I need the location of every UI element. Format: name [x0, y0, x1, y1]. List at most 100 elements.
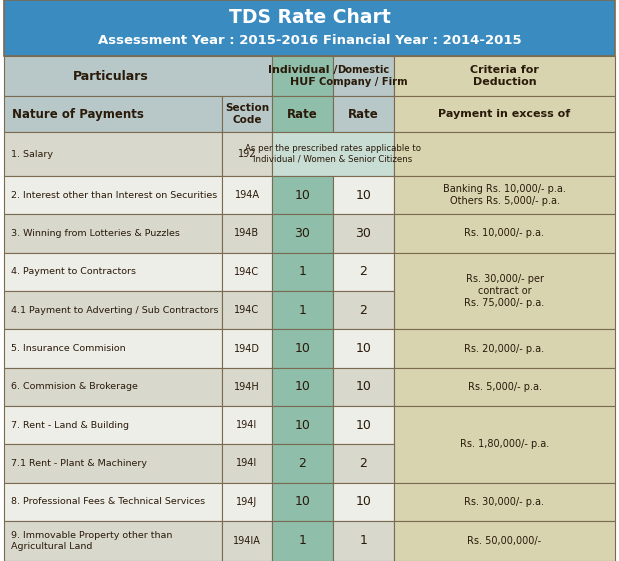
Bar: [333, 214, 394, 252]
Text: Rs. 30,000/- p.a.: Rs. 30,000/- p.a.: [464, 497, 545, 507]
Text: Individual /
HUF: Individual / HUF: [268, 65, 337, 87]
Text: 10: 10: [295, 419, 311, 431]
Text: 10: 10: [295, 495, 311, 508]
Bar: [4, 521, 222, 561]
Text: 4. Payment to Contractors: 4. Payment to Contractors: [11, 268, 136, 277]
Text: 2: 2: [360, 265, 368, 278]
Bar: [333, 367, 394, 406]
Bar: [272, 56, 333, 96]
Text: 10: 10: [355, 342, 371, 355]
Text: Rs. 5,000/- p.a.: Rs. 5,000/- p.a.: [467, 382, 542, 392]
Bar: [222, 132, 272, 176]
Bar: [272, 444, 333, 482]
Text: Nature of Payments: Nature of Payments: [12, 108, 144, 121]
Text: 6. Commision & Brokerage: 6. Commision & Brokerage: [11, 383, 138, 392]
Bar: [4, 329, 222, 367]
Text: 30: 30: [355, 227, 371, 240]
Text: Criteria for
Deduction: Criteria for Deduction: [470, 65, 539, 87]
Text: 7. Rent - Land & Building: 7. Rent - Land & Building: [11, 421, 129, 430]
Bar: [4, 482, 222, 521]
Text: Assessment Year : 2015-2016 Financial Year : 2014-2015: Assessment Year : 2015-2016 Financial Ye…: [98, 34, 521, 47]
Text: 10: 10: [355, 495, 371, 508]
Bar: [272, 367, 333, 406]
Bar: [333, 176, 394, 214]
Bar: [333, 329, 394, 367]
Bar: [4, 291, 222, 329]
Bar: [222, 329, 272, 367]
Text: 30: 30: [295, 227, 311, 240]
Text: 2: 2: [360, 304, 368, 316]
Text: 194A: 194A: [235, 190, 259, 200]
Text: 194J: 194J: [236, 497, 258, 507]
Text: 10: 10: [295, 380, 311, 393]
Bar: [272, 406, 333, 444]
Bar: [394, 367, 615, 406]
Bar: [272, 214, 333, 252]
Text: 1: 1: [298, 265, 306, 278]
Bar: [333, 291, 394, 329]
Text: 10: 10: [295, 342, 311, 355]
Text: Particulars: Particulars: [73, 70, 149, 82]
Bar: [4, 252, 222, 291]
Text: 10: 10: [355, 380, 371, 393]
Bar: [222, 252, 272, 291]
Text: 9. Immovable Property other than
Agricultural Land: 9. Immovable Property other than Agricul…: [11, 531, 172, 551]
Text: 194C: 194C: [235, 305, 259, 315]
Bar: [272, 329, 333, 367]
Bar: [4, 56, 272, 96]
Bar: [4, 132, 222, 176]
Bar: [222, 482, 272, 521]
Bar: [4, 406, 222, 444]
Bar: [222, 444, 272, 482]
Bar: [394, 132, 615, 176]
Text: Rs. 10,000/- p.a.: Rs. 10,000/- p.a.: [464, 228, 545, 238]
Bar: [333, 96, 394, 132]
Text: 194I: 194I: [236, 458, 258, 468]
Text: 10: 10: [355, 188, 371, 201]
Bar: [333, 252, 394, 291]
Bar: [333, 56, 394, 96]
Text: Rate: Rate: [287, 108, 318, 121]
Bar: [272, 291, 333, 329]
Bar: [394, 214, 615, 252]
Text: 8. Professional Fees & Technical Services: 8. Professional Fees & Technical Service…: [11, 498, 205, 507]
Text: 7.1 Rent - Plant & Machinery: 7.1 Rent - Plant & Machinery: [11, 459, 147, 468]
Text: 10: 10: [355, 419, 371, 431]
Bar: [222, 521, 272, 561]
Text: 2: 2: [298, 457, 306, 470]
Text: Rs. 1,80,000/- p.a.: Rs. 1,80,000/- p.a.: [460, 439, 549, 449]
Text: Rate: Rate: [348, 108, 379, 121]
Bar: [4, 214, 222, 252]
Bar: [394, 406, 615, 482]
Text: 10: 10: [295, 188, 311, 201]
Text: 5. Insurance Commision: 5. Insurance Commision: [11, 344, 126, 353]
Bar: [4, 0, 615, 56]
Text: 194H: 194H: [234, 382, 260, 392]
Bar: [333, 521, 394, 561]
Bar: [4, 444, 222, 482]
Text: Section
Code: Section Code: [225, 103, 269, 125]
Bar: [272, 482, 333, 521]
Text: 194I: 194I: [236, 420, 258, 430]
Text: 194B: 194B: [235, 228, 259, 238]
Bar: [333, 406, 394, 444]
Bar: [222, 291, 272, 329]
Bar: [394, 521, 615, 561]
Bar: [4, 176, 222, 214]
Bar: [394, 329, 615, 367]
Text: Banking Rs. 10,000/- p.a.
Others Rs. 5,000/- p.a.: Banking Rs. 10,000/- p.a. Others Rs. 5,0…: [443, 185, 566, 206]
Text: 1. Salary: 1. Salary: [11, 149, 53, 159]
Bar: [272, 521, 333, 561]
Bar: [333, 482, 394, 521]
Text: 194IA: 194IA: [233, 536, 261, 546]
Bar: [222, 214, 272, 252]
Bar: [4, 96, 222, 132]
Bar: [222, 176, 272, 214]
Text: 1: 1: [298, 535, 306, 548]
Text: 1: 1: [360, 535, 368, 548]
Bar: [272, 132, 394, 176]
Text: Payment in excess of: Payment in excess of: [438, 109, 571, 119]
Text: 4.1 Payment to Adverting / Sub Contractors: 4.1 Payment to Adverting / Sub Contracto…: [11, 306, 219, 315]
Bar: [222, 406, 272, 444]
Text: 3. Winning from Lotteries & Puzzles: 3. Winning from Lotteries & Puzzles: [11, 229, 180, 238]
